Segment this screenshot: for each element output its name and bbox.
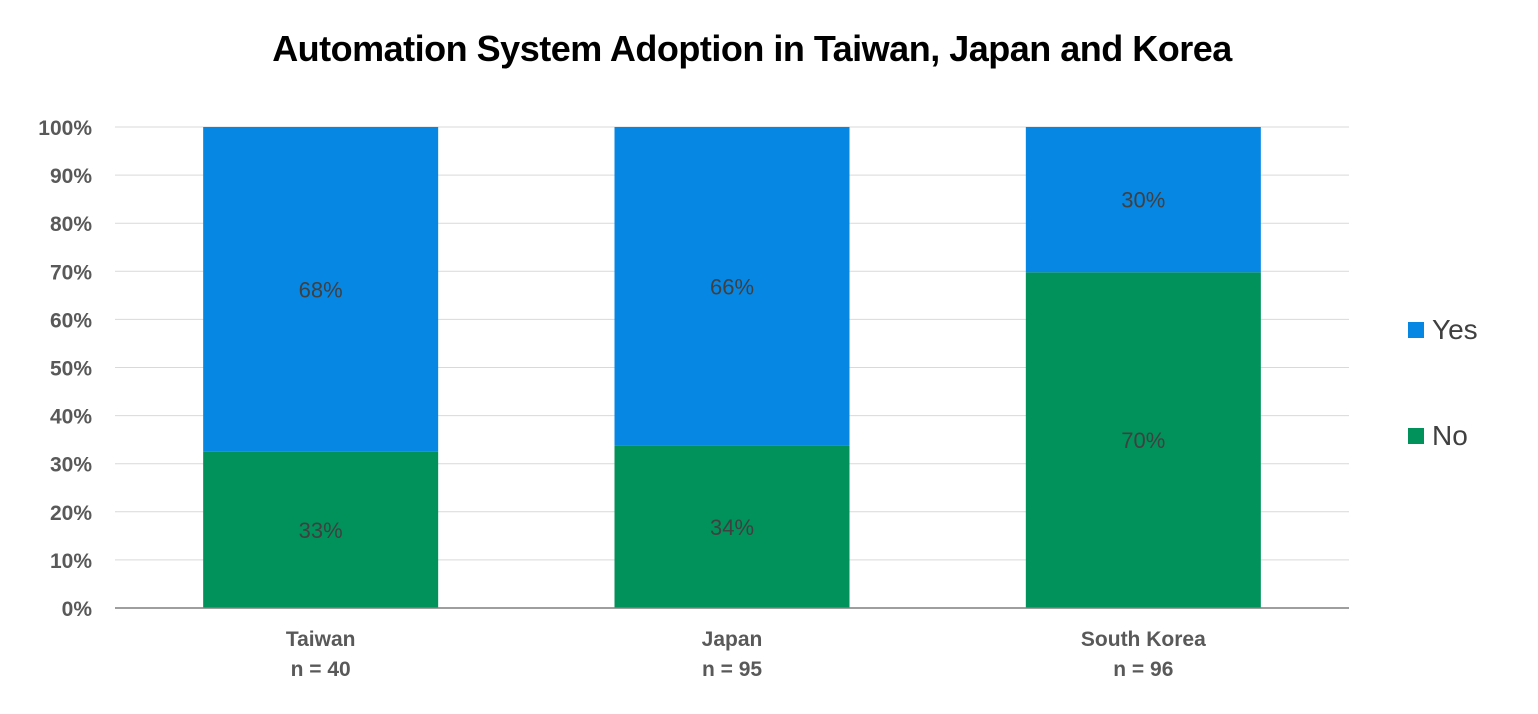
x-tick-label: Taiwan [286, 628, 356, 651]
x-tick-sublabel: n = 95 [702, 658, 762, 681]
bar-yes-south-korea [1025, 127, 1261, 273]
bar-no-taiwan [203, 451, 439, 608]
data-label: 34% [710, 515, 754, 540]
legend-label-no: No [1432, 420, 1468, 451]
data-label: 66% [710, 274, 754, 299]
data-label: 70% [1121, 428, 1165, 453]
y-tick-label: 30% [50, 454, 92, 477]
legend-label-yes: Yes [1432, 314, 1478, 345]
legend-item-no: No [1408, 416, 1478, 456]
x-tick-sublabel: n = 96 [1113, 658, 1173, 681]
legend-item-yes: Yes [1408, 310, 1478, 350]
bar-no-south-korea [1025, 272, 1261, 608]
y-tick-label: 40% [50, 406, 92, 429]
bar-yes-japan [614, 127, 850, 446]
legend: Yes No [1408, 310, 1478, 522]
data-label: 68% [299, 277, 343, 302]
x-tick-sublabel: n = 40 [291, 658, 351, 681]
legend-swatch-yes [1408, 322, 1424, 338]
legend-swatch-no [1408, 428, 1424, 444]
data-label: 33% [299, 518, 343, 543]
data-label: 30% [1121, 188, 1165, 213]
y-tick-label: 70% [50, 261, 92, 284]
x-tick-label: South Korea [1081, 628, 1206, 651]
y-tick-label: 50% [50, 358, 92, 381]
bar-no-japan [614, 445, 850, 608]
bar-yes-taiwan [203, 127, 439, 452]
y-tick-label: 90% [50, 165, 92, 188]
y-tick-label: 100% [38, 117, 92, 140]
y-tick-label: 10% [50, 550, 92, 573]
chart-title: Automation System Adoption in Taiwan, Ja… [272, 28, 1232, 69]
y-tick-label: 0% [62, 598, 93, 621]
x-tick-label: Japan [702, 628, 763, 651]
y-tick-label: 60% [50, 309, 92, 332]
y-tick-label: 20% [50, 502, 92, 525]
y-tick-label: 80% [50, 213, 92, 236]
